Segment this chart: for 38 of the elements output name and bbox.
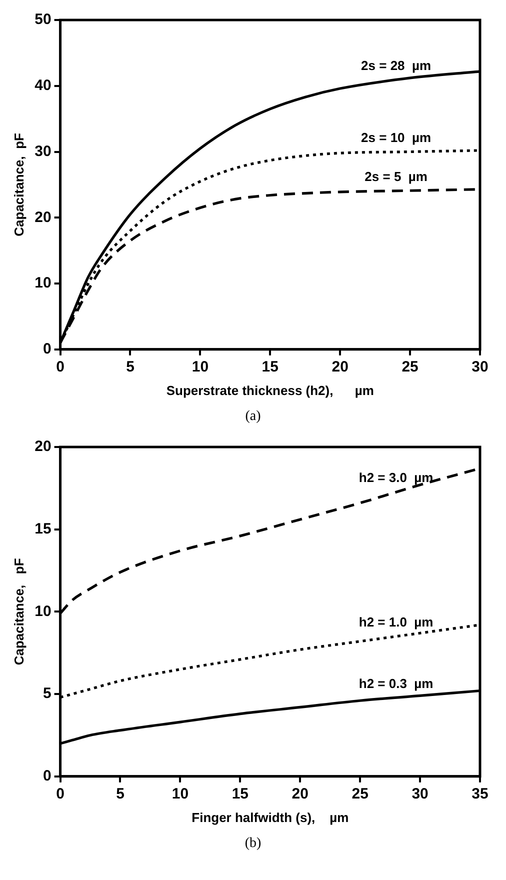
x-tick-label: 25 [352, 786, 368, 803]
y-axis-title: Capacitance, pF [11, 558, 26, 666]
y-tick-label: 0 [42, 340, 52, 358]
series-label: 2s = 5 µm [364, 168, 428, 184]
y-tick-label: 30 [34, 142, 52, 160]
x-tick-label: 0 [56, 358, 64, 376]
x-tick-label: 20 [292, 786, 308, 803]
x-axis-title: Superstrate thickness (h2), µm [166, 382, 374, 398]
y-tick-label: 40 [34, 77, 52, 94]
x-tick-label: 20 [332, 358, 348, 376]
y-tick-label: 20 [34, 208, 52, 226]
y-tick-label: 5 [42, 685, 52, 702]
y-tick-label: 50 [34, 11, 52, 28]
x-tick-label: 15 [262, 358, 278, 376]
x-tick-label: 25 [402, 358, 418, 376]
series-label: h2 = 3.0 µm [358, 470, 434, 486]
x-tick-label: 0 [56, 786, 64, 803]
x-tick-label: 10 [192, 358, 209, 376]
y-tick-label: 10 [34, 274, 52, 292]
text: (b) [244, 836, 262, 852]
x-tick-label: 30 [412, 786, 428, 803]
series-label: 2s = 10 µm [361, 130, 432, 146]
series-label: h2 = 0.3 µm [358, 676, 434, 691]
y-axis-title: Capacitance, pF [11, 132, 26, 236]
x-tick-label: 15 [232, 786, 249, 803]
text: (a) [244, 409, 262, 425]
y-tick-label: 15 [34, 520, 52, 538]
y-tick-label: 0 [42, 768, 52, 785]
x-tick-label: 35 [472, 786, 488, 803]
y-tick-label: 20 [34, 438, 52, 456]
y-tick-label: 10 [34, 602, 52, 620]
series-label: 2s = 28 µm [361, 58, 432, 74]
series-label: h2 = 1.0 µm [358, 614, 434, 630]
x-tick-label: 5 [126, 358, 134, 376]
x-tick-label: 30 [472, 358, 488, 376]
x-axis-title: Finger halfwidth (s), µm [192, 810, 349, 825]
x-tick-label: 5 [116, 786, 124, 803]
x-tick-label: 10 [172, 786, 189, 803]
